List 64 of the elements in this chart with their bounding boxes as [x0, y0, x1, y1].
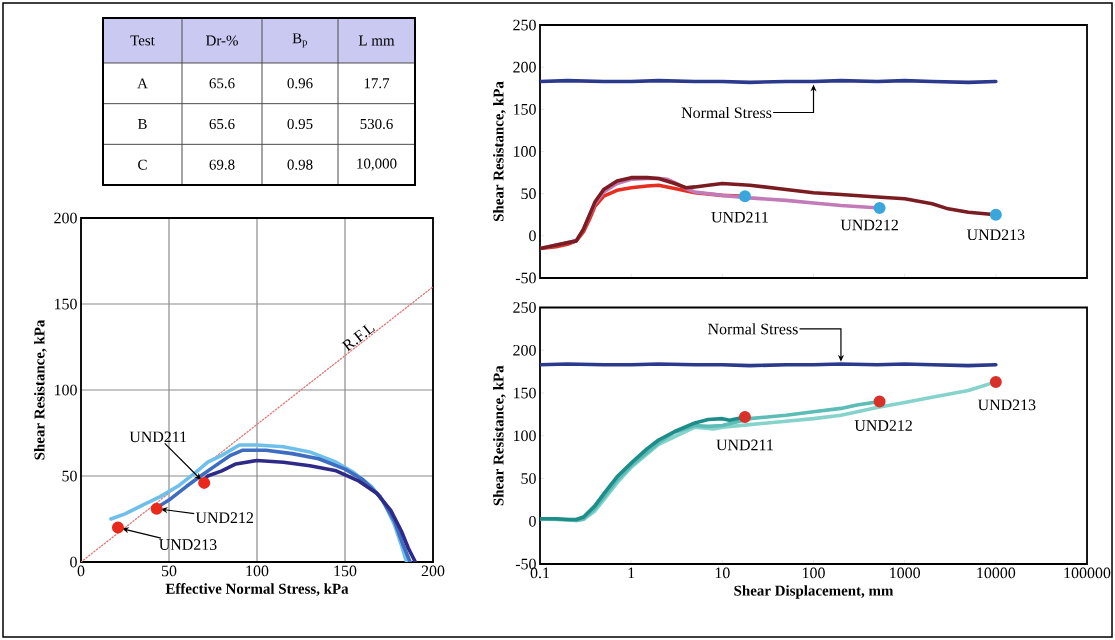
y-tick-label: 200 [54, 212, 77, 224]
y-tick-label: -50 [515, 272, 536, 284]
text: 69.8 [209, 159, 235, 170]
y-axis-title: Shear Resistance, kPa [34, 319, 47, 460]
point [111, 521, 124, 534]
point [150, 502, 163, 515]
text: 0.98 [287, 159, 313, 170]
y-tick-label: 250 [513, 302, 536, 313]
y-tick-label: 100 [513, 146, 536, 157]
x-tick-label: 100000 [1064, 567, 1111, 579]
x-axis-title: Shear Displacement, mm [734, 585, 894, 599]
x-tick-label: 150 [334, 565, 357, 577]
y-tick-label: 150 [513, 103, 536, 115]
annotation: UND211 [716, 439, 773, 451]
text: B [137, 119, 147, 129]
annotation: UND213 [159, 539, 217, 550]
annotation: UND212 [840, 219, 898, 231]
category-label: Test [130, 35, 155, 46]
y-tick-label: 250 [513, 19, 536, 31]
x-tick-label: 100 [246, 565, 269, 577]
text: A [137, 78, 148, 89]
x-tick-label: 1 [628, 567, 635, 579]
text: 530.6 [360, 118, 393, 130]
y-tick-label: 100 [513, 430, 536, 442]
text: 0.95 [287, 118, 313, 130]
y-tick-label: 200 [513, 344, 536, 356]
y-axis-title: Shear Resistance, kPa [493, 81, 506, 222]
y-tick-label: 50 [521, 188, 536, 200]
x-tick-label: 50 [161, 565, 177, 577]
annotation: UND213 [977, 399, 1036, 411]
x-tick-label: 10 [715, 567, 730, 579]
annotation: UND211 [129, 431, 187, 443]
x-tick-label: 10000 [977, 567, 1016, 579]
y-tick-label: 0 [70, 556, 77, 568]
x-tick-label: 100 [802, 567, 825, 579]
text: 65.6 [209, 78, 235, 89]
text: C [138, 159, 147, 170]
text: 65.6 [209, 118, 235, 130]
text: 17.7 [364, 78, 390, 89]
category-label: L mm [358, 35, 395, 46]
x-tick-label: 0 [77, 565, 85, 577]
y-tick-label: 150 [513, 387, 536, 399]
annotation: UND212 [195, 512, 254, 524]
text: 0.96 [287, 78, 313, 89]
y-tick-label: 0 [529, 230, 536, 242]
annotation: UND211 [711, 211, 768, 223]
annotation: UND212 [854, 420, 912, 431]
x-axis-title: Effective Normal Stress, kPa [165, 583, 349, 596]
annotation: Normal Stress [681, 106, 772, 119]
x-tick-label: 200 [421, 565, 445, 577]
x-tick-label: 1000 [890, 567, 920, 579]
y-axis-title: Shear Resistance, kPa [493, 365, 506, 506]
y-tick-label: 50 [62, 470, 77, 482]
annotation: UND213 [966, 229, 1025, 241]
text: 10,000 [357, 158, 397, 171]
category-label: B$_{p}$ [292, 33, 307, 48]
category-label: Dr-% [205, 35, 238, 46]
annotation: Normal Stress [708, 323, 798, 335]
y-tick-label: 50 [521, 473, 536, 484]
y-tick-label: 0 [529, 515, 536, 527]
y-tick-label: 100 [54, 384, 77, 396]
y-tick-label: 150 [54, 298, 77, 310]
y-tick-label: 200 [513, 61, 536, 73]
point [198, 476, 211, 489]
